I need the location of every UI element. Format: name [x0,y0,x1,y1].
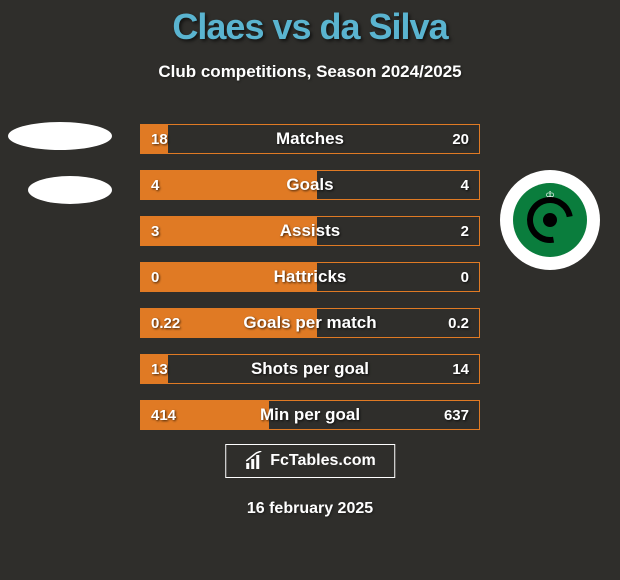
stat-label: Matches [141,129,479,149]
club-badge-right: ♔ [500,170,600,270]
stat-row: 18Matches20 [140,124,480,154]
footer-date: 16 february 2025 [0,500,620,518]
stat-row: 3Assists2 [140,216,480,246]
stat-label: Hattricks [141,267,479,287]
stats-table: 18Matches20 4Goals4 3Assists2 0Hattricks0 0.… [140,124,480,446]
stat-label: Shots per goal [141,359,479,379]
stat-value-right: 20 [452,131,469,148]
footer-brand-text: FcTables.com [270,452,376,470]
stat-value-right: 0 [461,269,469,286]
stat-row: 4Goals4 [140,170,480,200]
stat-value-right: 14 [452,361,469,378]
stat-label: Min per goal [141,405,479,425]
footer-brand-box[interactable]: FcTables.com [225,444,395,478]
stat-row: 13Shots per goal14 [140,354,480,384]
chart-icon [244,451,264,471]
page-title: Claes vs da Silva [0,0,620,48]
stat-value-right: 4 [461,177,469,194]
stat-label: Assists [141,221,479,241]
stat-row: 0.22Goals per match0.2 [140,308,480,338]
stat-label: Goals per match [141,313,479,333]
avatar-ellipse [28,176,112,204]
avatar-ellipse [8,122,112,150]
stat-value-right: 2 [461,223,469,240]
stat-value-right: 0.2 [448,315,469,332]
subtitle: Club competitions, Season 2024/2025 [0,62,620,82]
stat-label: Goals [141,175,479,195]
stat-row: 0Hattricks0 [140,262,480,292]
stat-row: 414Min per goal637 [140,400,480,430]
badge-center-dot [543,213,557,227]
club-badge-inner: ♔ [513,183,587,257]
stat-value-right: 637 [444,407,469,424]
